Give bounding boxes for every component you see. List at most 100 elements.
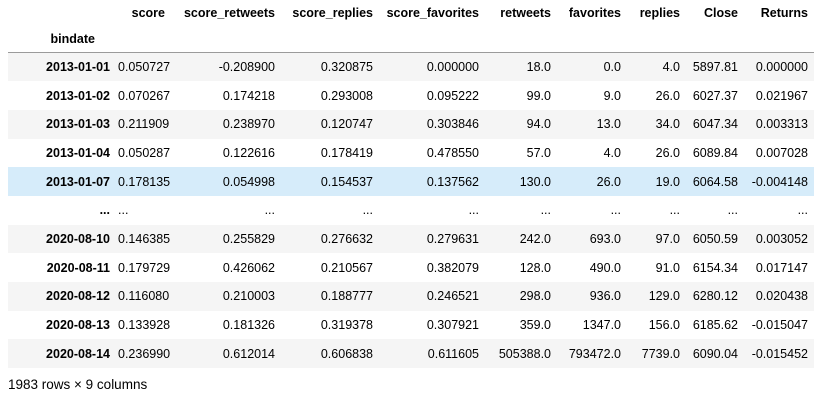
cell-close: 5897.81: [692, 60, 738, 75]
table-row: 2020-08-13 0.133928 0.181326 0.319378 0.…: [8, 310, 814, 340]
cell-score-favorites: 0.246521: [426, 289, 479, 304]
cell-close: 6047.34: [692, 117, 738, 132]
cell-score-replies: ...: [362, 203, 373, 218]
cell-score-retweets: -0.208900: [218, 60, 275, 75]
header-corner: [8, 0, 116, 25]
cell-score-retweets: 0.122616: [222, 145, 275, 160]
column-header-replies: replies: [639, 5, 680, 20]
cell-score-retweets: 0.181326: [222, 318, 275, 333]
cell-favorites: 4.0: [603, 145, 621, 160]
table-row: 2013-01-01 0.050727 -0.208900 0.320875 0…: [8, 52, 814, 82]
cell-replies: 26.0: [655, 145, 680, 160]
cell-favorites: 0.0: [603, 60, 621, 75]
cell-score: ...: [118, 203, 129, 218]
table-row-highlighted[interactable]: 2013-01-07 0.178135 0.054998 0.154537 0.…: [8, 167, 814, 196]
column-header-favorites: favorites: [568, 5, 621, 20]
cell-score-retweets: 0.612014: [222, 346, 275, 361]
row-index: 2020-08-14: [46, 346, 110, 361]
row-index: 2013-01-02: [46, 88, 110, 103]
cell-score-favorites: 0.307921: [426, 318, 479, 333]
row-index: 2020-08-10: [46, 231, 110, 246]
cell-favorites: 693.0: [589, 231, 621, 246]
cell-favorites: ...: [610, 203, 621, 218]
column-header-score-favorites: score_favorites: [386, 5, 479, 20]
cell-returns: 0.020438: [755, 289, 808, 304]
cell-score-replies: 0.606838: [320, 346, 373, 361]
cell-replies: 26.0: [655, 88, 680, 103]
cell-score-retweets: 0.255829: [222, 231, 275, 246]
column-header-row: score score_retweets score_replies score…: [8, 0, 814, 25]
index-name-spacer: [379, 25, 485, 53]
cell-score-replies: 0.188777: [320, 289, 373, 304]
table-row: 2020-08-10 0.146385 0.255829 0.276632 0.…: [8, 224, 814, 254]
column-header-returns: Returns: [760, 5, 808, 20]
cell-returns: 0.007028: [755, 145, 808, 160]
column-header-close: Close: [703, 5, 738, 20]
cell-score-replies: 0.178419: [320, 145, 373, 160]
cell-score: 0.050287: [118, 145, 171, 160]
column-header-retweets: retweets: [500, 5, 551, 20]
row-index: ...: [99, 203, 110, 218]
cell-close: 6050.59: [692, 231, 738, 246]
cell-close: 6027.37: [692, 88, 738, 103]
index-name: bindate: [50, 31, 95, 46]
index-name-spacer: [485, 25, 557, 53]
cell-score: 0.116080: [118, 289, 170, 304]
cell-favorites: 793472.0: [568, 346, 621, 361]
cell-favorites: 13.0: [596, 117, 621, 132]
cell-score-favorites: 0.279631: [426, 231, 479, 246]
cell-returns: 0.003313: [755, 117, 808, 132]
cell-score-replies: 0.293008: [320, 88, 373, 103]
cell-favorites: 490.0: [589, 260, 621, 275]
cell-returns: 0.021967: [755, 88, 808, 103]
cell-score-retweets: 0.174218: [222, 88, 275, 103]
cell-score-retweets: ...: [264, 203, 275, 218]
row-index: 2013-01-07: [46, 174, 110, 189]
table-row: 2013-01-03 0.211909 0.238970 0.120747 0.…: [8, 109, 814, 139]
dataframe-output: score score_retweets score_replies score…: [8, 0, 814, 369]
cell-score: 0.070267: [118, 88, 171, 103]
index-name-spacer: [281, 25, 379, 53]
cell-score-replies: 0.319378: [320, 318, 373, 333]
cell-score-favorites: 0.095222: [426, 88, 479, 103]
cell-close: 6090.04: [692, 346, 738, 361]
cell-score: 0.133928: [118, 318, 171, 333]
row-index: 2020-08-11: [46, 260, 110, 275]
cell-favorites: 1347.0: [582, 318, 621, 333]
cell-replies: 156.0: [648, 318, 680, 333]
cell-favorites: 26.0: [596, 174, 621, 189]
cell-retweets: 505388.0: [498, 346, 551, 361]
cell-returns: -0.015452: [751, 346, 808, 361]
cell-score-replies: 0.276632: [320, 231, 373, 246]
cell-returns: -0.004148: [751, 174, 808, 189]
cell-score-retweets: 0.210003: [222, 289, 275, 304]
cell-score-favorites: 0.137562: [426, 174, 479, 189]
cell-score: 0.211909: [118, 117, 170, 132]
cell-close: 6089.84: [692, 145, 738, 160]
cell-favorites: 9.0: [603, 88, 621, 103]
cell-score: 0.236990: [118, 346, 171, 361]
index-name-spacer: [627, 25, 686, 53]
cell-score: 0.146385: [118, 231, 171, 246]
index-name-spacer: [116, 25, 171, 53]
cell-retweets: 242.0: [519, 231, 551, 246]
row-index: 2013-01-03: [46, 117, 110, 132]
dataframe-table: score score_retweets score_replies score…: [8, 0, 814, 369]
cell-close: ...: [727, 203, 738, 218]
row-index: 2013-01-04: [46, 145, 110, 160]
cell-score-favorites: ...: [468, 203, 479, 218]
cell-close: 6280.12: [692, 289, 738, 304]
table-row: 2020-08-14 0.236990 0.612014 0.606838 0.…: [8, 339, 814, 369]
table-header: score score_retweets score_replies score…: [8, 0, 814, 53]
column-header-score-retweets: score_retweets: [183, 5, 275, 20]
cell-retweets: 298.0: [519, 289, 551, 304]
table-row: 2020-08-12 0.116080 0.210003 0.188777 0.…: [8, 282, 814, 311]
cell-retweets: 57.0: [526, 145, 551, 160]
cell-score: 0.178135: [118, 174, 171, 189]
cell-close: 6154.34: [692, 260, 738, 275]
index-name-spacer: [557, 25, 627, 53]
cell-score-favorites: 0.000000: [426, 60, 479, 75]
table-row: 2013-01-02 0.070267 0.174218 0.293008 0.…: [8, 81, 814, 110]
table-row: 2013-01-04 0.050287 0.122616 0.178419 0.…: [8, 138, 814, 168]
table-body: 2013-01-01 0.050727 -0.208900 0.320875 0…: [8, 52, 814, 369]
